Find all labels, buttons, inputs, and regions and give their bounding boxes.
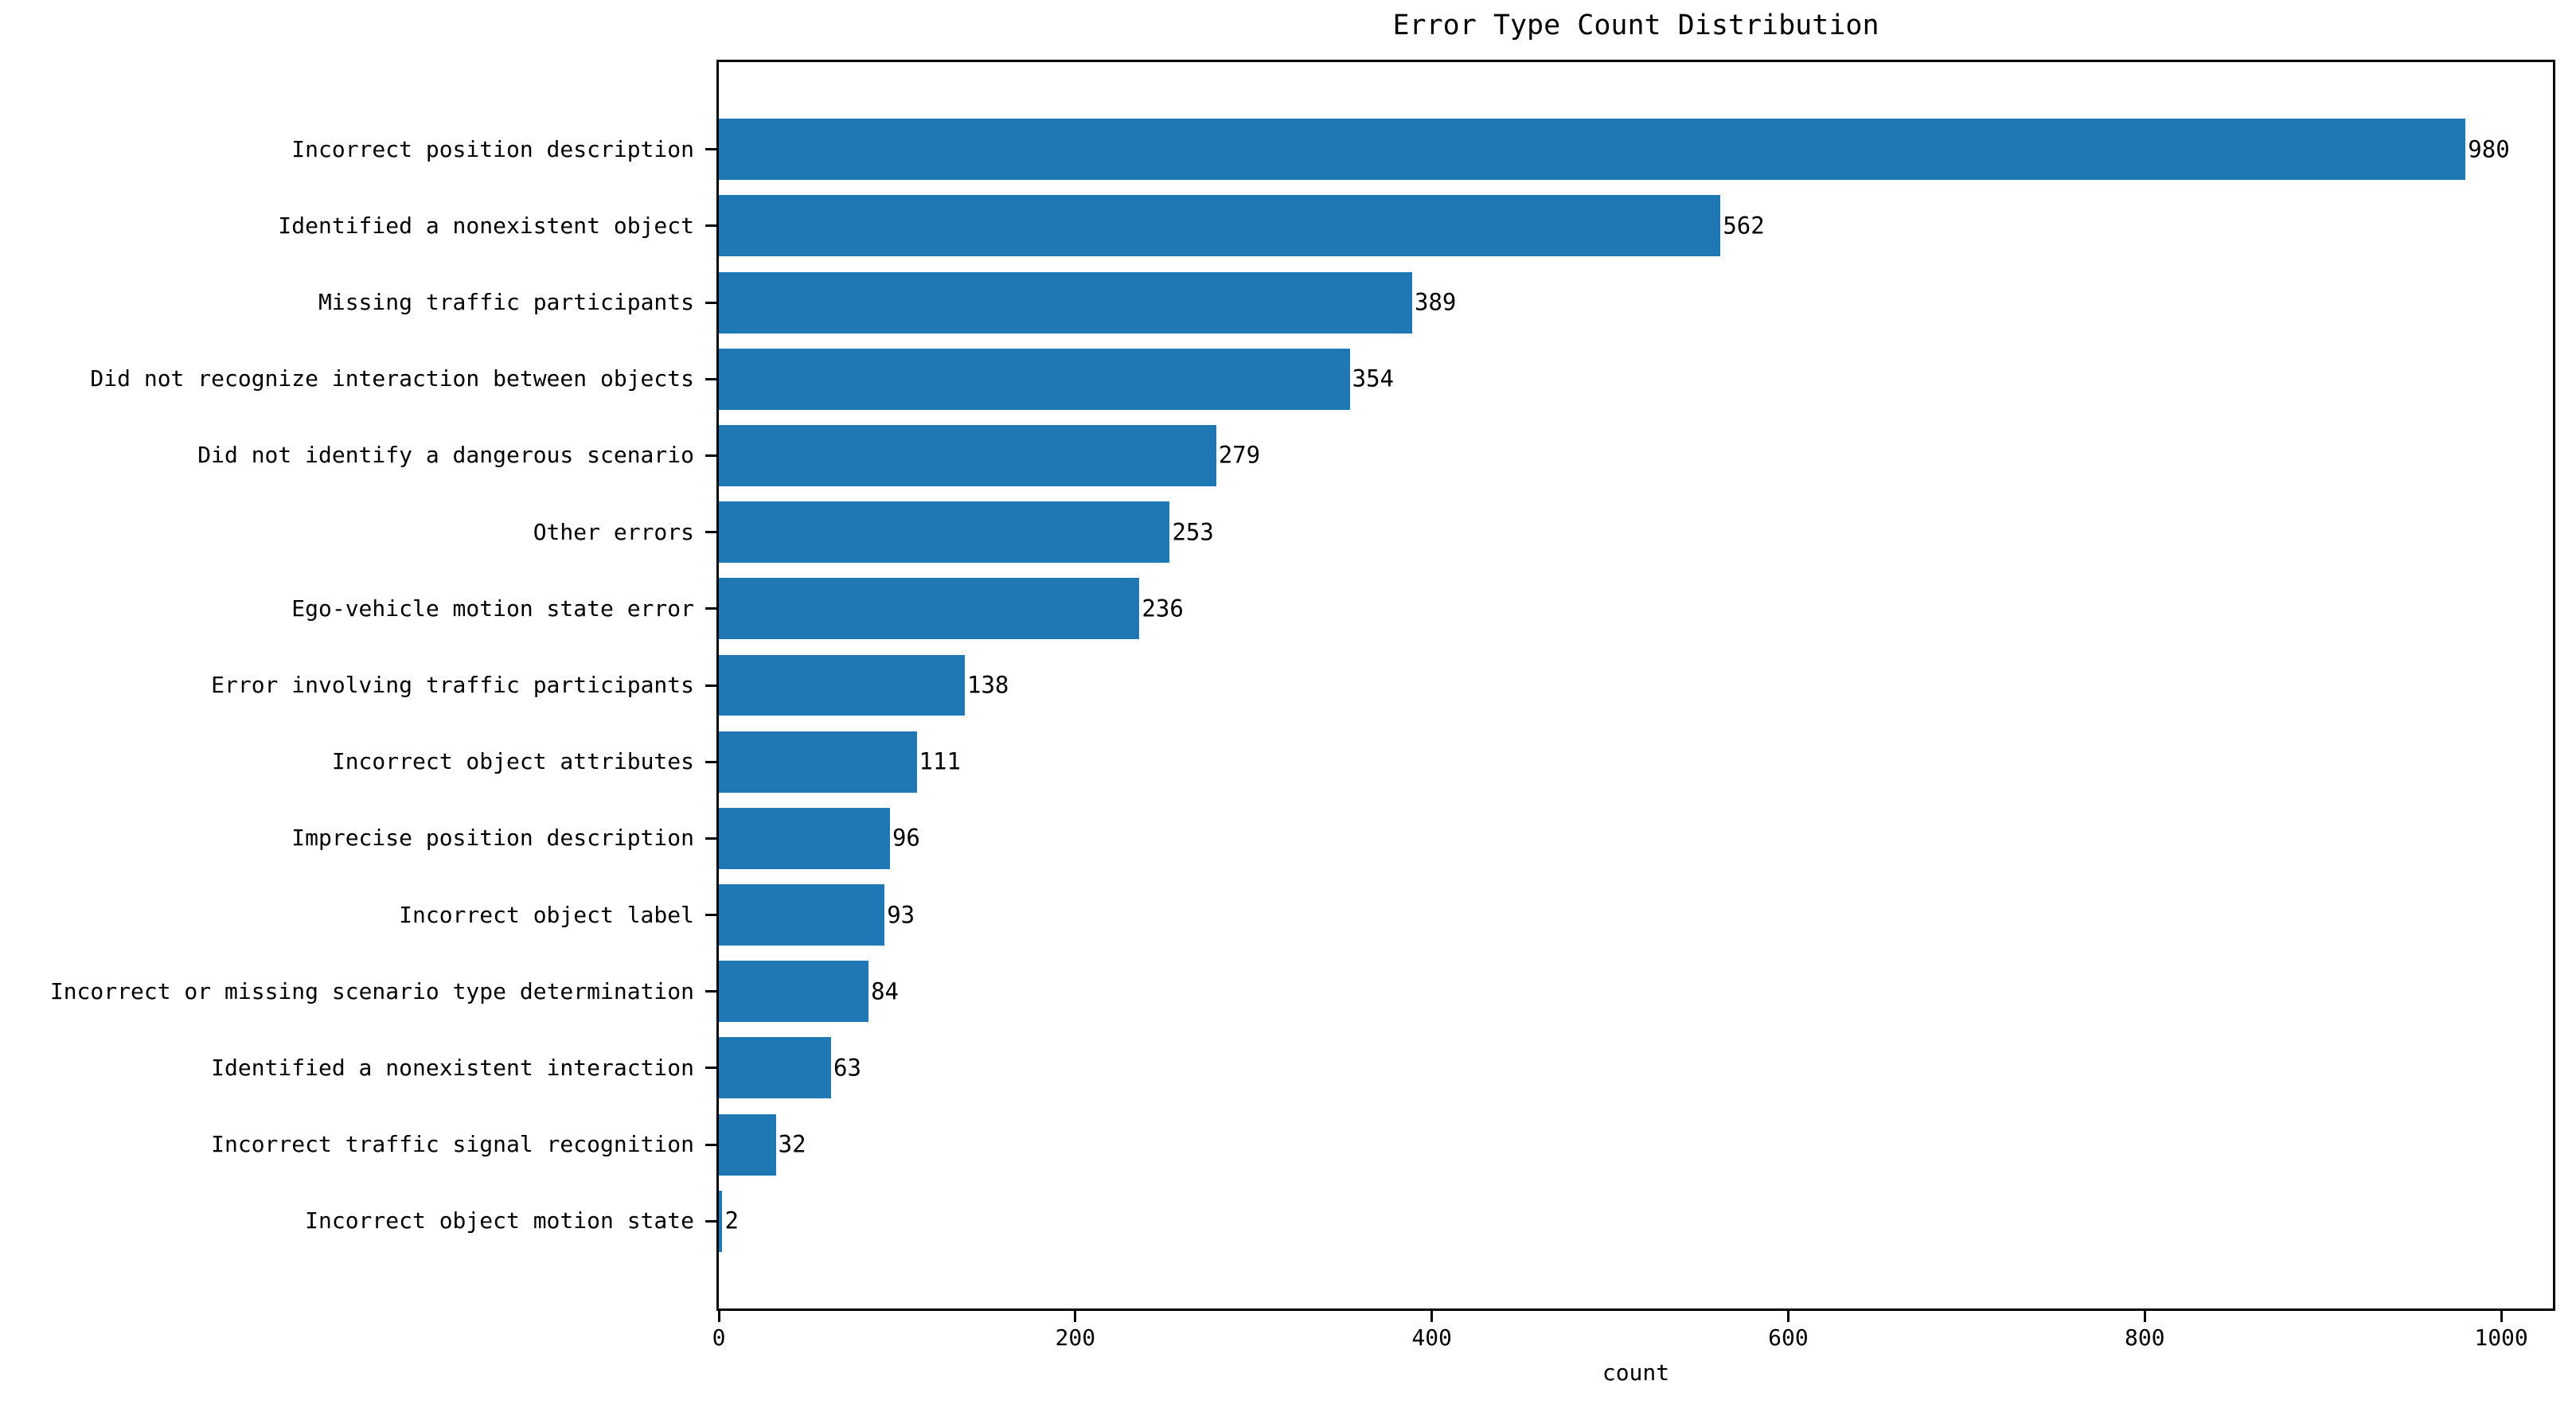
bar-value-label: 562: [1723, 212, 1765, 240]
y-tick-label: Imprecise position description: [291, 825, 694, 852]
x-tick-mark: [1074, 1311, 1077, 1322]
bar: [719, 578, 1140, 640]
bar-value-label: 236: [1142, 595, 1184, 622]
y-tick-label: Incorrect object motion state: [305, 1207, 694, 1234]
x-tick-mark: [1786, 1311, 1790, 1322]
x-tick-label: 800: [2124, 1324, 2165, 1351]
bar: [719, 348, 1350, 410]
bar-value-label: 111: [919, 747, 961, 775]
y-tick-mark: [705, 837, 716, 840]
x-tick-mark: [2143, 1311, 2146, 1322]
y-tick-mark: [705, 684, 716, 687]
y-tick-mark: [705, 1067, 716, 1070]
y-tick-mark: [705, 301, 716, 304]
x-tick-mark: [717, 1311, 720, 1322]
bar-value-label: 354: [1352, 365, 1395, 392]
bar: [719, 654, 965, 716]
y-tick-label: Incorrect position description: [291, 135, 694, 162]
bar: [719, 424, 1216, 486]
y-tick-mark: [705, 377, 716, 380]
bar-value-label: 389: [1414, 288, 1457, 316]
bar: [719, 271, 1412, 333]
x-tick-label: 400: [1411, 1324, 1452, 1351]
bar: [719, 1190, 723, 1252]
y-tick-mark: [705, 454, 716, 457]
y-tick-mark: [705, 990, 716, 993]
x-tick-label: 200: [1055, 1324, 1096, 1351]
bar-value-label: 279: [1218, 441, 1261, 469]
y-tick-label: Incorrect or missing scenario type deter…: [49, 977, 694, 1004]
bar-value-label: 96: [892, 824, 920, 852]
y-tick-mark: [705, 1143, 716, 1146]
bar: [719, 119, 2466, 181]
bar: [719, 1037, 832, 1099]
y-tick-label: Identified a nonexistent object: [278, 212, 694, 239]
bar: [719, 731, 917, 793]
bar: [719, 195, 1721, 257]
y-tick-mark: [705, 914, 716, 917]
y-tick-label: Missing traffic participants: [318, 289, 694, 316]
y-tick-mark: [705, 224, 716, 228]
plot-area: 980 562 389 354 279 253 236 138 111 96 93 84 63 32 2: [716, 60, 2555, 1311]
y-tick-label: Incorrect traffic signal recognition: [211, 1131, 694, 1158]
x-tick-label: 1000: [2474, 1324, 2528, 1351]
bar-value-label: 2: [724, 1207, 739, 1234]
y-tick-label: Other errors: [533, 518, 694, 545]
y-tick-label: Incorrect object attributes: [331, 748, 694, 775]
bar-value-label: 84: [871, 977, 899, 1005]
x-tick-mark: [2500, 1311, 2503, 1322]
chart-title: Error Type Count Distribution: [1392, 10, 1879, 41]
bar-value-label: 63: [833, 1054, 861, 1082]
y-tick-label: Ego-vehicle motion state error: [291, 595, 694, 622]
y-tick-label: Did not identify a dangerous scenario: [197, 442, 694, 469]
x-tick-mark: [1430, 1311, 1434, 1322]
x-tick-label: 0: [712, 1324, 726, 1351]
bar-value-label: 138: [966, 671, 1009, 699]
bar-value-label: 93: [887, 901, 915, 929]
x-tick-label: 600: [1768, 1324, 1809, 1351]
bar: [719, 884, 885, 946]
y-tick-mark: [705, 607, 716, 610]
bar-value-label: 32: [778, 1130, 806, 1158]
y-tick-label: Error involving traffic participants: [211, 672, 694, 698]
bar: [719, 1113, 776, 1176]
y-tick-mark: [705, 148, 716, 151]
x-axis-label: count: [1602, 1359, 1670, 1386]
y-tick-label: Identified a nonexistent interaction: [211, 1054, 694, 1081]
y-tick-mark: [705, 760, 716, 763]
bar: [719, 807, 890, 869]
bar-value-label: 253: [1172, 518, 1214, 546]
bar-value-label: 980: [2468, 135, 2510, 163]
y-tick-label: Incorrect object label: [399, 901, 694, 928]
bar: [719, 501, 1170, 564]
y-tick-mark: [705, 1219, 716, 1223]
bar: [719, 961, 869, 1023]
y-tick-label: Did not recognize interaction between ob…: [90, 365, 694, 392]
y-tick-mark: [705, 531, 716, 534]
